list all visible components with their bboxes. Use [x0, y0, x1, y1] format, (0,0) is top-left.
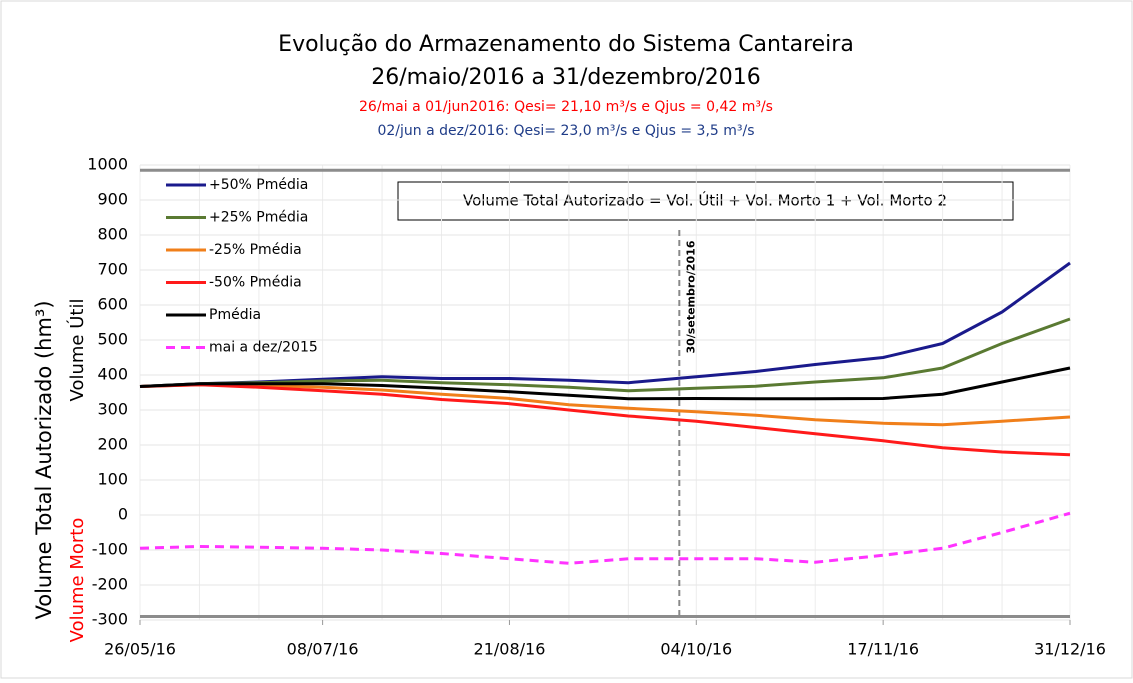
y-tick-label: 300	[97, 400, 128, 419]
legend-label: +25% Pmédia	[209, 210, 308, 226]
y-tick-label: 600	[97, 295, 128, 314]
x-tick-label: 08/07/16	[287, 640, 359, 659]
x-tick-label: 17/11/16	[847, 640, 919, 659]
y-axis-label-lower: Volume Morto	[67, 518, 88, 643]
y-tick-label: 400	[97, 365, 128, 384]
series-line	[139, 383, 1071, 457]
legend-label: -25% Pmédia	[209, 242, 302, 258]
chart-subtitle: 26/maio/2016 a 31/dezembro/2016	[371, 65, 761, 90]
y-tick-label: 800	[97, 225, 128, 244]
series-line	[139, 383, 1071, 427]
chart-title: Evolução do Armazenamento do Sistema Can…	[278, 32, 854, 57]
y-tick-label: 700	[97, 260, 128, 279]
legend-label: -50% Pmédia	[209, 275, 302, 291]
note: 02/jun a dez/2016: Qesi= 23,0 m³/s e Qju…	[377, 123, 754, 139]
legend-label: mai a dez/2015	[209, 340, 318, 356]
y-tick-label: 500	[97, 330, 128, 349]
legend-label: +50% Pmédia	[209, 177, 308, 193]
y-axis-label-upper: Volume Útil	[66, 299, 88, 402]
series-line	[139, 317, 1071, 393]
formula-box	[397, 181, 1014, 221]
x-tick-label: 04/10/16	[660, 640, 732, 659]
x-tick-label: 31/12/16	[1034, 640, 1106, 659]
series-line	[139, 511, 1071, 565]
y-tick-label: -200	[92, 575, 128, 594]
y-tick-label: 1000	[87, 155, 128, 174]
vline-label: 30/setembro/2016	[684, 240, 697, 353]
x-tick-label: 26/05/16	[104, 640, 176, 659]
y-tick-label: 100	[97, 470, 128, 489]
series-line	[139, 366, 1071, 401]
y-tick-label: 200	[97, 435, 128, 454]
y-tick-label: -300	[92, 610, 128, 629]
legend-label: Pmédia	[209, 307, 261, 323]
y-tick-label: 900	[97, 190, 128, 209]
note: 26/mai a 01/jun2016: Qesi= 21,10 m³/s e …	[359, 99, 773, 115]
x-tick-label: 21/08/16	[474, 640, 546, 659]
y-axis-label: Volume Total Autorizado (hm³)	[32, 300, 56, 619]
y-tick-label: 0	[118, 505, 128, 524]
y-tick-label: -100	[92, 540, 128, 559]
